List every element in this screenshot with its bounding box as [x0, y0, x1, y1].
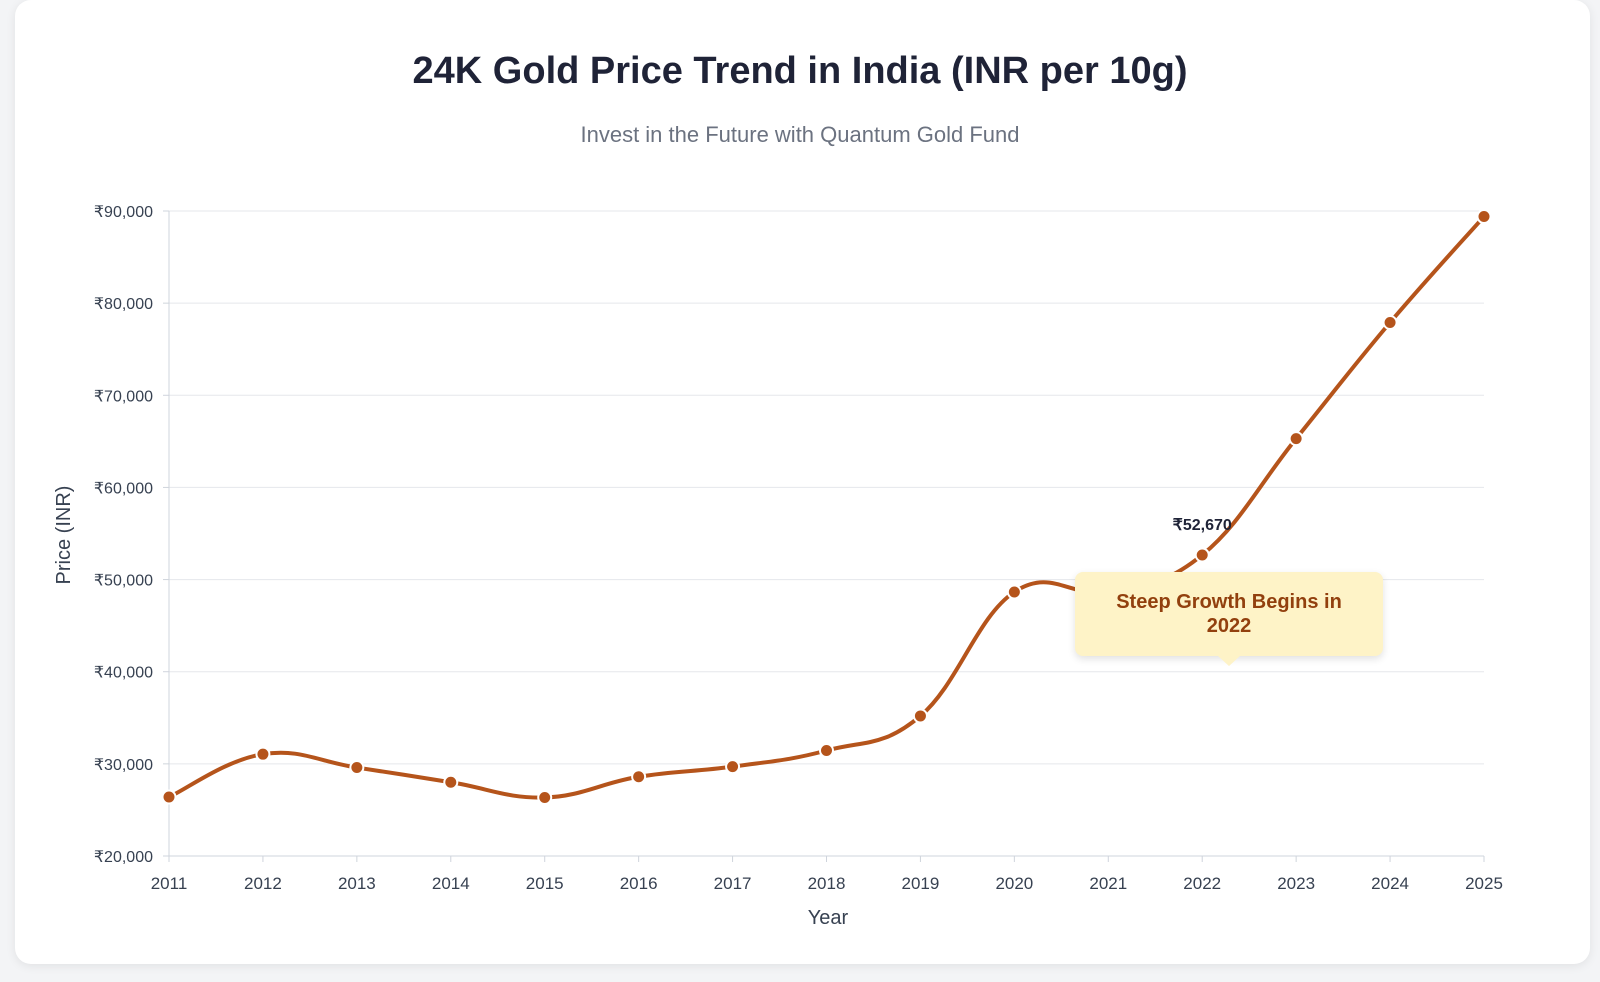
- data-point-2015[interactable]: [537, 789, 553, 805]
- x-tick-label: 2025: [1465, 874, 1503, 893]
- data-point-2020[interactable]: [1006, 584, 1022, 600]
- x-tick-label: 2023: [1277, 874, 1315, 893]
- data-point-2025[interactable]: [1476, 209, 1492, 225]
- x-tick-label: 2017: [714, 874, 752, 893]
- data-point-2024[interactable]: [1382, 314, 1398, 330]
- y-tick-label: ₹90,000: [94, 204, 153, 221]
- data-point-2012[interactable]: [255, 746, 271, 762]
- y-axis-label: Price (INR): [53, 486, 75, 585]
- x-tick-label: 2011: [151, 874, 188, 893]
- y-tick-label: ₹70,000: [94, 388, 153, 405]
- y-axis-ticks: ₹20,000 ₹30,000 ₹40,000 ₹50,000 ₹60,000 ₹70,0…: [94, 204, 169, 866]
- grid-lines: [169, 210, 1484, 857]
- data-point-2018[interactable]: [819, 742, 834, 758]
- x-tick-label: 2021: [1089, 874, 1127, 893]
- y-tick-label: ₹50,000: [94, 573, 153, 590]
- data-point-2022[interactable]: [1194, 547, 1210, 563]
- y-tick-label: ₹30,000: [94, 757, 153, 774]
- data-point-2016[interactable]: [631, 769, 647, 785]
- data-label-2022: ₹52,670: [1173, 517, 1232, 534]
- x-tick-label: 2015: [526, 874, 564, 893]
- x-tick-label: 2019: [902, 874, 940, 893]
- y-tick-label: ₹60,000: [94, 480, 153, 497]
- x-tick-label: 2020: [995, 874, 1033, 893]
- y-tick-label: ₹80,000: [94, 296, 153, 313]
- chart-title: 24K Gold Price Trend in India (INR per 1…: [412, 50, 1188, 92]
- chart-card: [15, 0, 1590, 964]
- data-points: [161, 209, 1492, 805]
- data-point-2023[interactable]: [1288, 431, 1304, 447]
- x-tick-label: 2012: [244, 874, 282, 893]
- x-axis-label: Year: [808, 907, 849, 929]
- chart-subtitle: Invest in the Future with Quantum Gold F…: [580, 122, 1020, 147]
- x-tick-label: 2018: [808, 874, 846, 893]
- x-tick-label: 2014: [432, 874, 470, 893]
- x-tick-label: 2024: [1371, 874, 1409, 893]
- data-point-2011[interactable]: [161, 789, 177, 805]
- data-point-2013[interactable]: [349, 760, 365, 776]
- annotation-callout-text: Steep Growth Begins in 2022: [1116, 591, 1342, 637]
- x-tick-label: 2013: [338, 874, 376, 893]
- data-point-2014[interactable]: [443, 774, 459, 790]
- series-line: [167, 214, 1486, 800]
- x-axis-ticks: 2011 2012 2013 2014 2015 2016 2017 2018 2019 2020…: [151, 856, 1503, 893]
- x-tick-label: 2022: [1183, 874, 1221, 893]
- x-tick-label: 2016: [620, 874, 658, 893]
- data-point-2017[interactable]: [725, 759, 741, 775]
- data-point-2019[interactable]: [912, 708, 928, 724]
- y-tick-label: ₹20,000: [94, 849, 153, 866]
- y-tick-label: ₹40,000: [94, 665, 153, 682]
- annotation-callout: Steep Growth Begins in 2022: [1075, 572, 1383, 666]
